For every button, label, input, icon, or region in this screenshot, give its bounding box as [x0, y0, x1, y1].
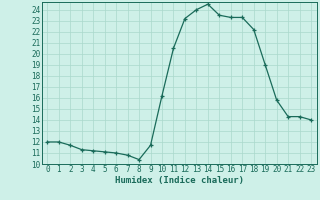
X-axis label: Humidex (Indice chaleur): Humidex (Indice chaleur) [115, 176, 244, 185]
